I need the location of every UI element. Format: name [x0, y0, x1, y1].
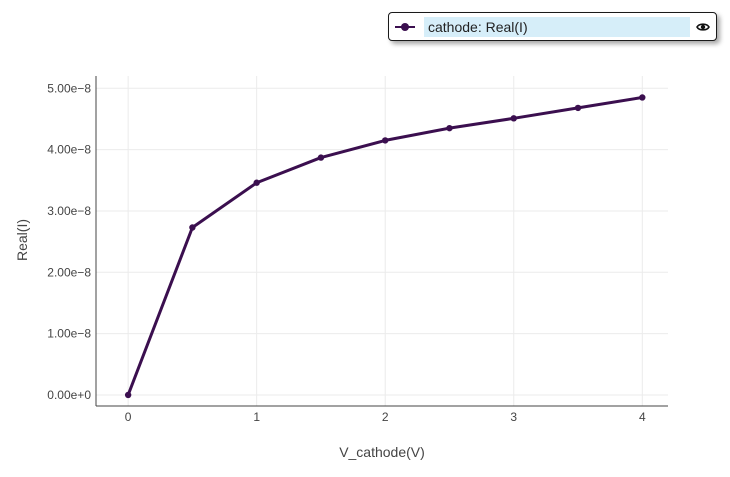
series-layer[interactable] — [124, 94, 646, 399]
data-point[interactable] — [382, 137, 389, 144]
legend-series-label[interactable]: cathode: Real(I) — [424, 16, 690, 37]
y-tick-label: 0.00e+0 — [47, 388, 91, 402]
legend[interactable]: cathode: Real(I) — [388, 12, 717, 41]
x-tick-label: 2 — [382, 410, 389, 424]
data-point[interactable] — [510, 115, 517, 122]
x-axis-title: V_cathode(V) — [339, 444, 425, 460]
data-point[interactable] — [639, 94, 646, 101]
eye-icon[interactable] — [696, 20, 710, 34]
data-point[interactable] — [189, 224, 196, 231]
data-point[interactable] — [446, 124, 453, 132]
data-point[interactable] — [317, 154, 325, 161]
x-tick-label: 4 — [639, 410, 646, 424]
grid-lines — [96, 76, 668, 406]
tick-labels: 0 1 2 3 4 0.00e+0 1.00e−8 2.00e−8 3.00e−8 4.00e−8… — [47, 81, 646, 424]
y-axis-title: Real(I) — [14, 219, 30, 261]
y-tick-label: 3.00e−8 — [47, 204, 91, 218]
data-point[interactable] — [124, 391, 132, 399]
y-tick-label: 1.00e−8 — [47, 327, 91, 341]
y-tick-label: 4.00e−8 — [47, 143, 91, 157]
x-tick-label: 1 — [253, 410, 260, 424]
y-tick-label: 5.00e−8 — [47, 81, 91, 95]
legend-series-marker[interactable] — [393, 20, 417, 34]
legend-marker-dot — [401, 22, 409, 31]
data-point[interactable] — [574, 104, 582, 112]
axes — [95, 76, 668, 407]
y-tick-label: 2.00e−8 — [47, 265, 91, 279]
x-tick-label: 3 — [510, 410, 517, 424]
x-tick-label: 0 — [125, 410, 132, 424]
data-point[interactable] — [253, 179, 260, 186]
